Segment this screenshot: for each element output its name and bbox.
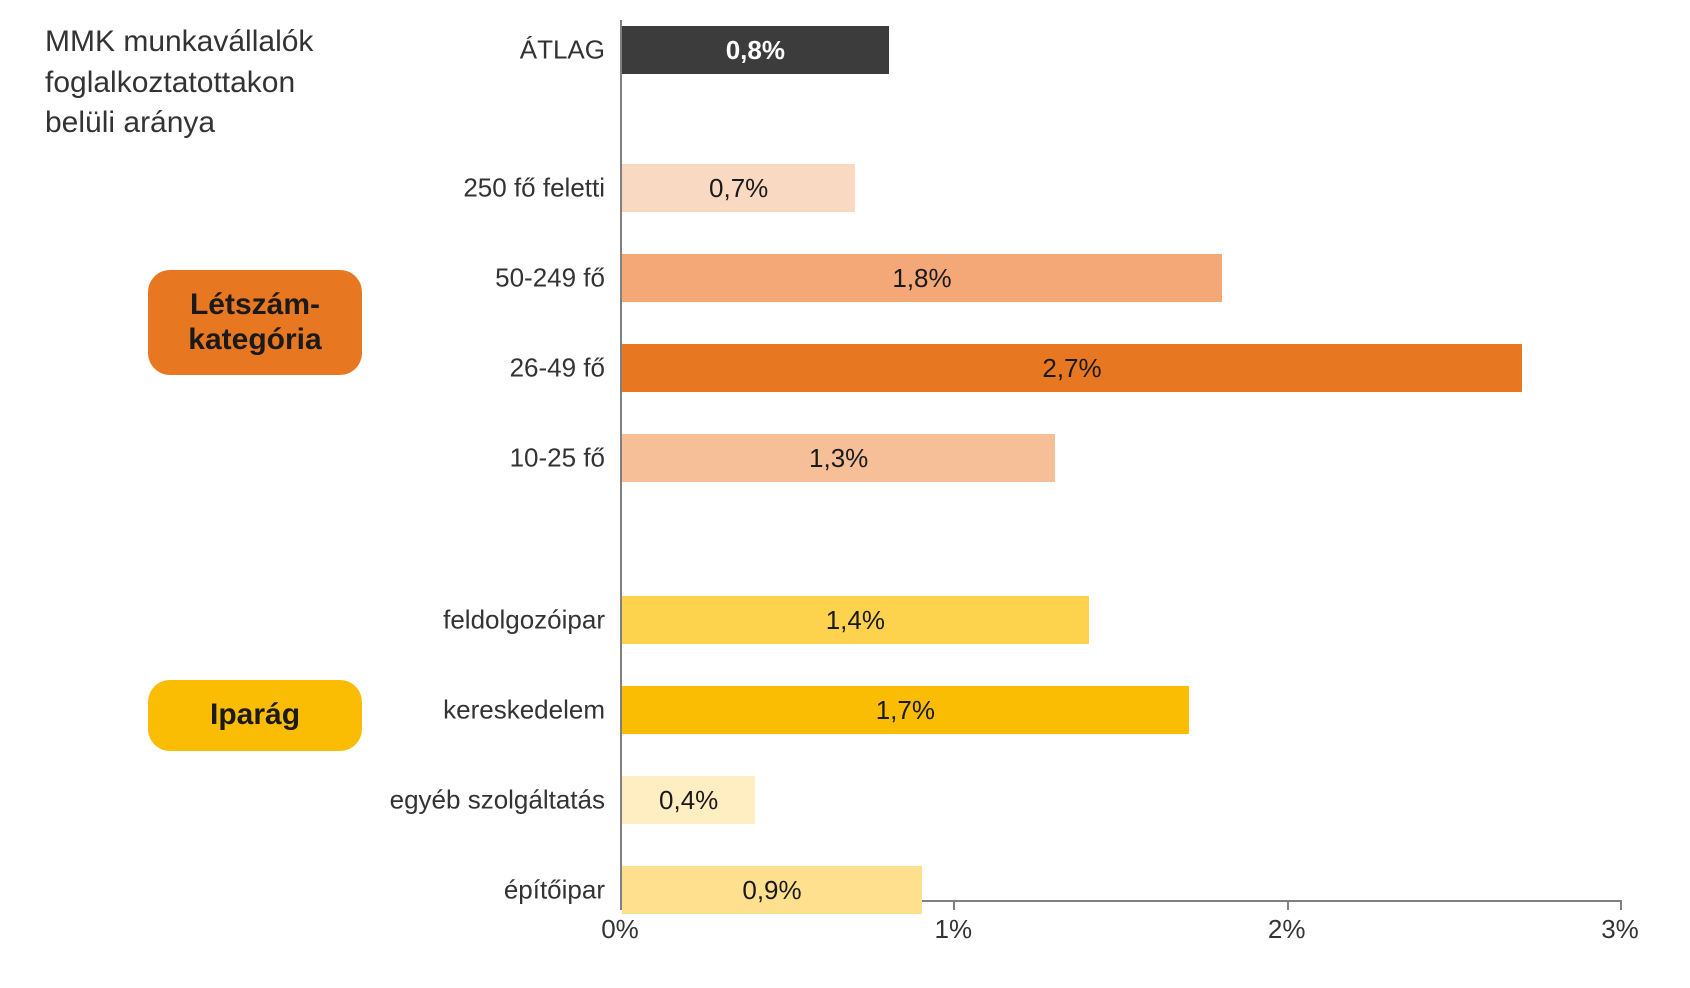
x-tick-label: 0% [601,914,639,945]
x-tick-label: 2% [1268,914,1306,945]
x-tick [1620,900,1622,910]
bar-value-label: 0,8% [726,35,785,66]
bar-chart: 0%1%2%3%0,8%0,7%1,8%2,7%1,3%1,4%1,7%0,4%… [620,20,1630,940]
group-badge-line: Létszám- [190,288,320,321]
x-tick-label: 1% [935,914,973,945]
category-label: feldolgozóipar [443,605,605,636]
x-tick [1287,900,1289,910]
bar-value-label: 0,4% [659,785,718,816]
bar-value-label: 0,9% [742,875,801,906]
x-tick [953,900,955,910]
title-line: foglalkoztatottakon [45,66,295,99]
bar-value-label: 2,7% [1042,353,1101,384]
group-badge-line: Iparág [210,698,300,731]
bar-value-label: 1,4% [826,605,885,636]
category-label: 50-249 fő [495,263,605,294]
category-label: 250 fő feletti [463,173,605,204]
bar-value-label: 1,7% [876,695,935,726]
group-badge-letszam: Létszám-kategória [148,270,362,375]
category-labels-column: ÁTLAG 250 fő feletti 50-249 fő 26-49 fő 10-2… [360,20,605,940]
title-line: MMK munkavállalók [45,25,313,58]
category-label: ÁTLAG [520,35,605,66]
bar-value-label: 1,8% [892,263,951,294]
bar-value-label: 0,7% [709,173,768,204]
category-label: építőipar [504,875,605,906]
title-line: belüli aránya [45,106,215,139]
chart-title: MMK munkavállalók foglalkoztatottakon be… [45,22,313,144]
group-badge-line: kategória [188,323,321,356]
category-label: 26-49 fő [510,353,605,384]
category-label: kereskedelem [443,695,605,726]
bar-value-label: 1,3% [809,443,868,474]
x-tick-label: 3% [1601,914,1639,945]
group-badge-iparag: Iparág [148,680,362,751]
category-label: 10-25 fő [510,443,605,474]
category-label: egyéb szolgáltatás [390,785,605,816]
